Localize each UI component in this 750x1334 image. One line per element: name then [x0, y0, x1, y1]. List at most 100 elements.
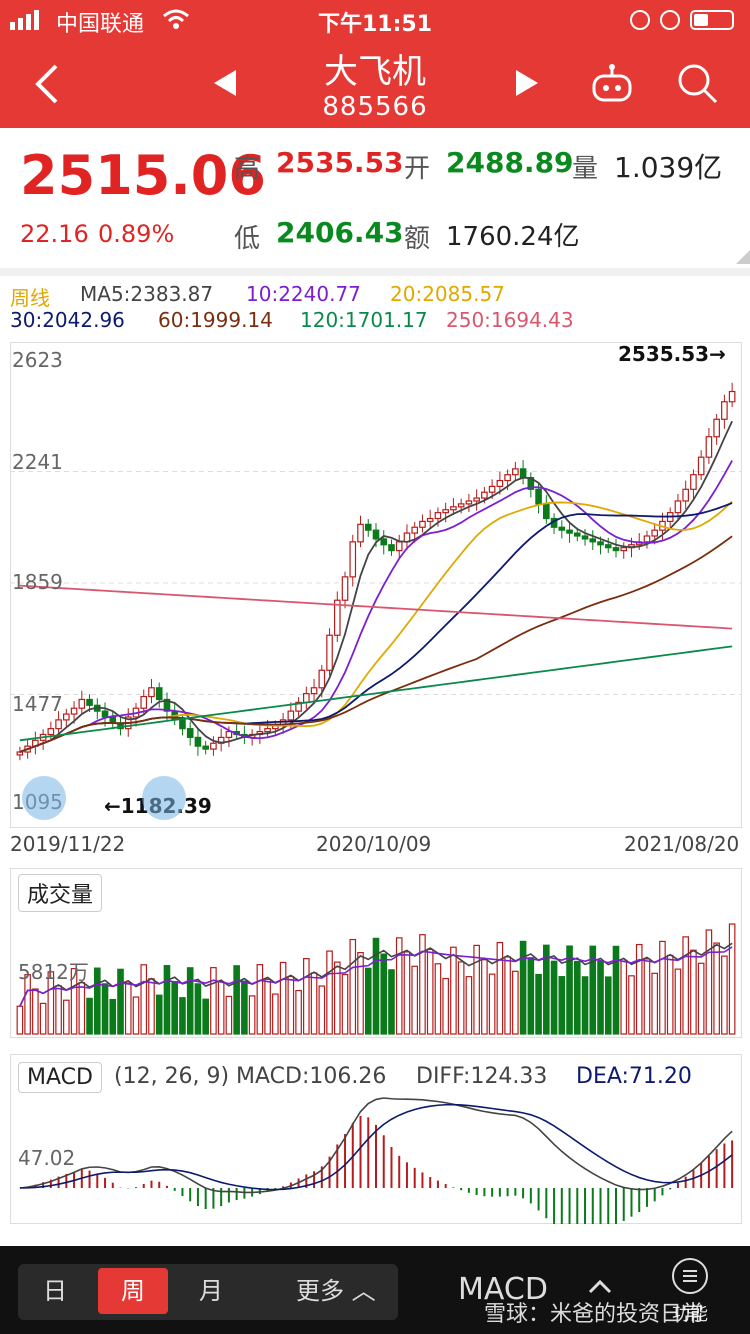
- ma120-label: 120:1701.17: [300, 308, 428, 332]
- candle: [473, 497, 480, 502]
- ma30-label: 30:2042.96: [10, 308, 125, 332]
- indicator-selector[interactable]: MACD: [458, 1272, 548, 1307]
- next-stock-icon[interactable]: [514, 70, 540, 96]
- volume-bar: [210, 967, 217, 1035]
- candle: [194, 736, 202, 747]
- candle: [651, 529, 659, 537]
- candle: [163, 698, 171, 712]
- candle: [697, 456, 705, 476]
- volume-bar: [233, 965, 240, 1035]
- expand-chart-button[interactable]: [142, 776, 186, 820]
- volume-bar: [272, 993, 279, 1035]
- candle: [210, 742, 217, 750]
- period-label: 周线: [10, 286, 50, 310]
- candle: [264, 728, 271, 733]
- volume-bar: [519, 940, 527, 1035]
- stock-code: 885566: [322, 92, 428, 122]
- volume-bar: [697, 962, 705, 1035]
- volume-bar: [659, 940, 666, 1035]
- carrier-label: 中国联通: [56, 12, 145, 37]
- volume-chart[interactable]: [10, 868, 742, 1038]
- candle: [442, 509, 449, 514]
- prev-stock-icon[interactable]: [212, 70, 238, 96]
- volume-bar: [194, 983, 202, 1035]
- watermark: 雪球：米爸的投资日常: [484, 1302, 705, 1327]
- candle: [589, 538, 597, 543]
- candle: [140, 695, 148, 709]
- volume-bar: [70, 968, 78, 1035]
- volume-bar: [241, 980, 248, 1035]
- candle: [728, 390, 736, 403]
- volume-bar: [426, 948, 434, 1035]
- candle: [395, 541, 403, 552]
- candle: [573, 532, 581, 537]
- volume-title[interactable]: 成交量: [18, 874, 103, 912]
- volume-bar: [496, 941, 504, 1035]
- candle: [713, 418, 720, 438]
- candle: [426, 517, 434, 523]
- volume-bar: [279, 961, 287, 1035]
- robot-assistant-icon[interactable]: [590, 64, 634, 104]
- wifi-icon: [162, 8, 190, 30]
- macd-title[interactable]: MACD: [18, 1062, 102, 1093]
- candle: [70, 707, 78, 715]
- tab-week[interactable]: 周: [98, 1268, 168, 1314]
- tab-more-label: 更多: [296, 1277, 344, 1305]
- volume-bar: [256, 964, 264, 1035]
- period-tabs: [18, 1264, 398, 1320]
- volume-bar: [512, 970, 519, 1035]
- high-value: 2535.53: [276, 146, 404, 179]
- candle: [612, 547, 620, 552]
- scroll-left-button[interactable]: [22, 776, 66, 820]
- volume-bar: [171, 981, 179, 1035]
- volume-bar: [93, 967, 101, 1035]
- candle: [705, 436, 713, 458]
- candle: [457, 503, 465, 508]
- volume-bar: [573, 960, 581, 1035]
- quote-panel: 2515.06 22.16 0.89% 高 2535.53 开 2488.89 …: [0, 128, 750, 268]
- volume-bar: [635, 943, 643, 1035]
- volume-bar: [140, 964, 148, 1035]
- candle: [202, 745, 209, 750]
- volume-bar: [333, 961, 341, 1035]
- diff-line: [19, 1097, 733, 1194]
- candle: [326, 634, 333, 671]
- candle: [179, 719, 186, 730]
- volume-bar: [364, 967, 372, 1035]
- volume-value: 1.039亿: [614, 151, 723, 184]
- candle: [604, 544, 612, 549]
- menu-icon[interactable]: [672, 1258, 708, 1294]
- volume-y-tick: 5812万: [18, 960, 89, 984]
- expand-chevron-icon[interactable]: [730, 244, 750, 264]
- volume-bar: [39, 1002, 47, 1035]
- dea-value: DEA:71.20: [576, 1064, 692, 1089]
- back-icon[interactable]: [30, 62, 66, 106]
- volume-bar: [651, 972, 659, 1035]
- volume-bar: [581, 976, 589, 1035]
- tab-day[interactable]: 日: [43, 1277, 67, 1305]
- tab-more[interactable]: 更多 ︿: [296, 1268, 376, 1314]
- volume-bar: [372, 937, 380, 1035]
- volume-bar: [155, 994, 163, 1035]
- search-icon[interactable]: [676, 62, 720, 106]
- candle: [465, 500, 473, 505]
- indicator-chevron-icon[interactable]: [588, 1276, 612, 1296]
- stock-name: 大飞机: [324, 52, 426, 92]
- kline-plot: [10, 382, 742, 761]
- func-label[interactable]: 功能: [672, 1304, 708, 1325]
- candle: [512, 468, 519, 476]
- candle: [287, 710, 295, 721]
- candle: [535, 488, 542, 505]
- macd-plot: [19, 1097, 734, 1224]
- volume-bar: [109, 998, 117, 1035]
- volume-bar: [682, 936, 689, 1035]
- y-tick-1859: 1859: [12, 570, 63, 594]
- alarm-icon: [660, 10, 680, 30]
- volume-bar: [186, 967, 194, 1035]
- macd-chart[interactable]: [10, 1054, 742, 1224]
- volume-bar: [310, 972, 318, 1035]
- price-change: 22.16: [20, 220, 89, 248]
- tab-month[interactable]: 月: [199, 1277, 223, 1305]
- kline-chart[interactable]: [10, 342, 742, 828]
- candle: [333, 599, 341, 636]
